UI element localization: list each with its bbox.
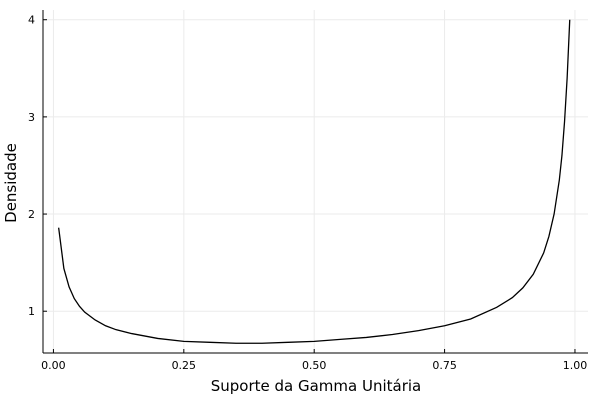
x-axis-label: Suporte da Gamma Unitária	[211, 377, 422, 395]
grid-lines	[43, 10, 588, 353]
x-tick-label-2: 0.50	[302, 359, 327, 372]
tick-labels: 0.00 0.25 0.50 0.75 1.00 1 2 3 4	[28, 14, 587, 372]
y-tick-label-3: 4	[28, 14, 35, 27]
y-axis-label: Densidade	[2, 143, 20, 223]
y-tick-label-2: 3	[28, 111, 35, 124]
density-line	[58, 19, 571, 344]
x-tick-label-1: 0.25	[172, 359, 197, 372]
x-tick-label-4: 1.00	[563, 359, 588, 372]
x-tick-label-3: 0.75	[432, 359, 457, 372]
x-tick-label-0: 0.00	[41, 359, 66, 372]
y-tick-label-0: 1	[28, 305, 35, 318]
y-tick-label-1: 2	[28, 208, 35, 221]
axes	[42, 10, 588, 354]
tick-marks	[43, 19, 576, 353]
